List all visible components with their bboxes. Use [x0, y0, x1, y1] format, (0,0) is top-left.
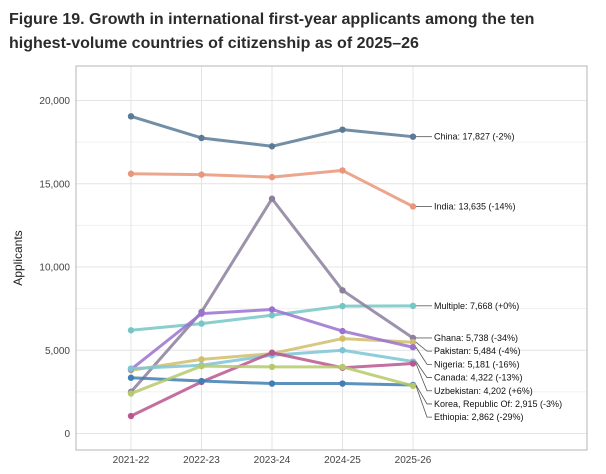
label-leader: [415, 385, 432, 418]
data-point: [127, 365, 135, 372]
data-point: [409, 302, 417, 310]
x-tick-label: 2022-23: [183, 455, 220, 466]
data-point: [268, 195, 276, 202]
data-point: [127, 170, 135, 177]
label-leader: [415, 361, 432, 378]
data-point: [339, 335, 346, 342]
data-point: [409, 344, 417, 351]
x-tick-label: 2021-22: [113, 455, 150, 466]
data-point: [198, 171, 205, 178]
data-point: [127, 374, 135, 381]
data-point: [339, 287, 346, 294]
data-point: [409, 203, 417, 210]
series-end-label: Nigeria: 5,181 (-16%): [434, 359, 520, 369]
x-axis: 2021-22 2022-23 2023-24 2024-25 2025-26: [113, 455, 432, 466]
data-point: [127, 113, 135, 120]
y-tick-label: 5,000: [45, 346, 70, 357]
label-leader: [415, 347, 432, 365]
data-point: [268, 363, 276, 371]
data-point: [198, 362, 205, 370]
series-end-label: China: 17,827 (-2%): [434, 132, 515, 142]
data-point: [198, 310, 205, 317]
plot-frame: [75, 65, 588, 451]
data-point: [268, 306, 276, 313]
data-point: [268, 312, 276, 319]
data-point: [268, 349, 276, 356]
data-point: [339, 347, 346, 354]
y-axis-label: Applicants: [11, 230, 25, 285]
series-end-label: Canada: 4,322 (-13%): [434, 373, 523, 383]
data-point: [409, 338, 417, 346]
y-axis: 0 5,000 10,000 15,000 20,000: [39, 96, 70, 440]
data-point: [339, 380, 346, 387]
x-tick-label: 2024-25: [324, 455, 361, 466]
series-end-label: Ethiopia: 2,862 (-29%): [434, 412, 524, 422]
data-point: [198, 320, 205, 327]
label-leader: [415, 384, 432, 405]
data-point: [409, 382, 417, 390]
series-end-label: Ghana: 5,738 (-34%): [434, 333, 518, 343]
series-nigeria: [127, 306, 417, 373]
series-india: [127, 167, 417, 210]
data-point: [127, 327, 135, 334]
data-point: [127, 390, 135, 397]
series-ethiopia: [127, 362, 417, 397]
y-tick-label: 10,000: [39, 263, 70, 274]
x-tick-label: 2023-24: [254, 455, 291, 466]
chart-title: Figure 19. Growth in international first…: [9, 11, 535, 52]
series-korea-republic-of: [127, 374, 417, 389]
series-end-label: Multiple: 7,668 (+0%): [434, 301, 519, 311]
data-point: [339, 327, 346, 335]
series-lines: [127, 113, 417, 420]
label-leader: [415, 341, 432, 352]
y-tick-label: 0: [64, 429, 70, 440]
data-point: [339, 363, 346, 371]
series-end-label: Korea, Republic Of: 2,915 (-3%): [434, 399, 562, 409]
x-tick-label: 2025-26: [395, 455, 432, 466]
y-tick-label: 20,000: [39, 96, 70, 107]
gridlines: [76, 66, 587, 450]
data-point: [268, 380, 276, 387]
series-end-label: India: 13,635 (-14%): [434, 201, 516, 211]
y-tick-label: 15,000: [39, 179, 70, 190]
data-point: [268, 143, 276, 150]
series-labels: China: 17,827 (-2%) India: 13,635 (-14%) M…: [415, 132, 562, 422]
data-point: [409, 360, 417, 367]
data-point: [339, 126, 346, 133]
data-point: [127, 412, 135, 420]
data-point: [409, 133, 417, 140]
series-end-label: Pakistan: 5,484 (-4%): [434, 346, 521, 356]
series-end-label: Uzbekistan: 4,202 (+6%): [434, 386, 533, 396]
data-point: [198, 356, 205, 363]
data-point: [198, 134, 205, 142]
data-point: [198, 377, 205, 385]
data-point: [268, 173, 276, 181]
label-leader: [415, 363, 432, 392]
data-point: [339, 167, 346, 174]
data-point: [339, 302, 346, 310]
series-china: [127, 113, 417, 150]
